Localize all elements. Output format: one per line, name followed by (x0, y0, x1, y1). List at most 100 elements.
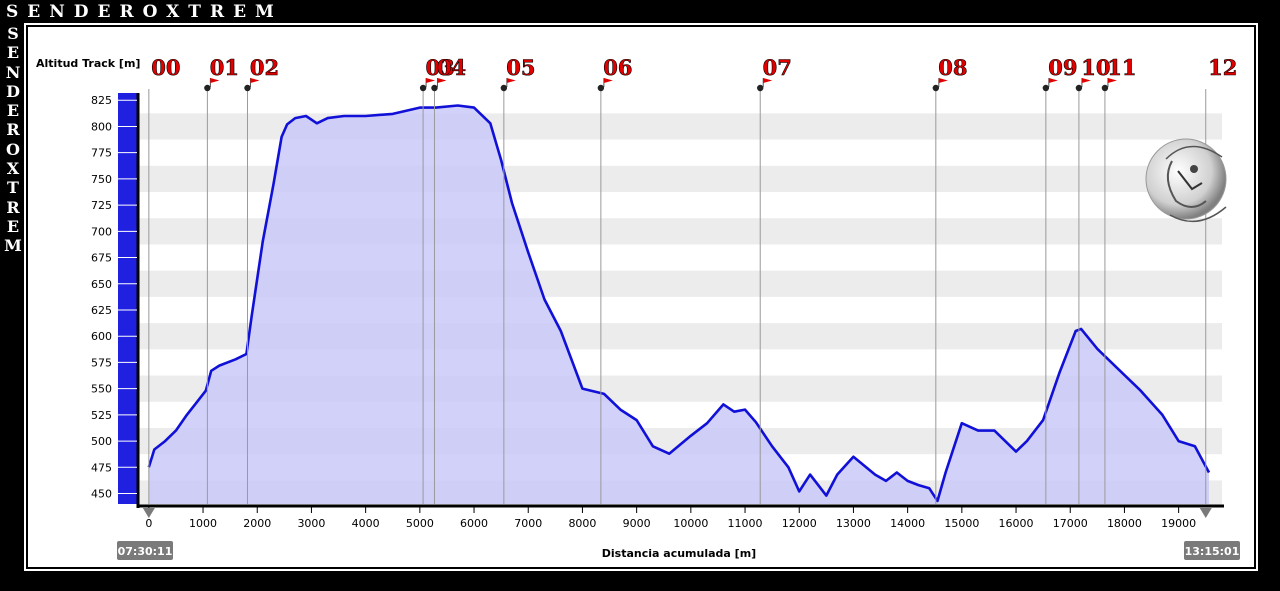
x-tick-label: 2000 (243, 517, 271, 530)
waypoint-dot (244, 84, 251, 92)
end-marker (1199, 508, 1212, 518)
x-tick-label: 19000 (1161, 517, 1196, 530)
brand-vertical-letter: R (6, 120, 20, 140)
x-tick-label: 18000 (1107, 517, 1142, 530)
waypoint-dot (1075, 84, 1083, 92)
senderoxtrem-logo (1145, 138, 1227, 223)
y-tick-label: 675 (91, 252, 112, 265)
waypoint-label: 04 (437, 55, 466, 80)
y-tick-label: 500 (91, 435, 112, 448)
y-tick-label: 525 (91, 409, 112, 422)
elevation-line (147, 104, 1211, 503)
waypoint-marker: 02 (244, 55, 279, 92)
waypoint-dot (597, 84, 605, 92)
waypoint-label: 11 (1107, 55, 1136, 80)
waypoint-marker: 05 (500, 55, 536, 92)
waypoint-label: 10 (1081, 55, 1110, 80)
waypoint-label: 06 (603, 55, 632, 80)
y-tick-label: 725 (91, 199, 112, 212)
waypoint-marker: 08 (932, 55, 968, 92)
waypoint-dot (1042, 84, 1050, 92)
waypoint-label: 09 (1048, 55, 1077, 80)
y-tick-label: 475 (91, 461, 112, 474)
altitude-color-scale (118, 93, 137, 504)
y-tick-label: 825 (91, 94, 112, 107)
x-tick-label: 10000 (673, 517, 708, 530)
y-tick-label: 575 (91, 356, 112, 369)
y-tick-label: 700 (91, 225, 112, 238)
x-tick-label: 16000 (999, 517, 1034, 530)
flag-icon (603, 78, 613, 83)
flag-icon (1107, 78, 1117, 83)
x-tick-label: 4000 (352, 517, 380, 530)
x-tick-label: 13000 (836, 517, 871, 530)
waypoint-dot (419, 84, 427, 92)
waypoint-marker: 04 (431, 55, 466, 92)
x-tick-label: 15000 (944, 517, 979, 530)
waypoint-dot (204, 84, 211, 92)
waypoint-marker: 03 (419, 55, 455, 92)
x-tick-label: 14000 (890, 517, 925, 530)
brand-vertical-letter: X (6, 159, 20, 179)
x-tick-label: 9000 (623, 517, 651, 530)
y-tick-label: 550 (91, 383, 112, 396)
brand-vertical-letter: D (6, 81, 20, 101)
brand-vertical-letter: M (4, 236, 22, 256)
x-tick-label: 12000 (782, 517, 817, 530)
y-tick-label: 450 (91, 488, 112, 501)
x-tick-label: 6000 (460, 517, 488, 530)
brand-vertical-letter: E (6, 43, 20, 63)
waypoint-label: 12 (1208, 55, 1237, 80)
flag-icon (763, 78, 773, 83)
flag-icon (1081, 78, 1091, 83)
x-tick-label: 3000 (297, 517, 325, 530)
y-tick-label: 800 (91, 120, 112, 133)
waypoint-dot (1101, 84, 1109, 92)
x-tick-label: 1000 (189, 517, 217, 530)
flag-icon (938, 78, 948, 83)
flag-icon (437, 78, 447, 83)
elevation-area (148, 105, 1209, 504)
brand-vertical-letter: O (6, 139, 20, 159)
end-time-label: 13:15:01 (1185, 545, 1240, 558)
flag-icon (506, 78, 516, 83)
waypoint-marker: 09 (1042, 55, 1078, 92)
waypoint-label: 03 (425, 55, 454, 80)
waypoint-label: 08 (938, 55, 967, 80)
waypoint-marker: 01 (204, 55, 239, 92)
waypoint-marker: 10 (1075, 55, 1111, 92)
waypoint-label: 02 (250, 55, 279, 80)
waypoint-label: 07 (763, 55, 792, 80)
x-tick-label: 0 (145, 517, 152, 530)
start-time-label: 07:30:11 (118, 545, 173, 558)
y-tick-label: 750 (91, 173, 112, 186)
waypoint-dot (757, 84, 764, 92)
y-axis-label: Altitud Track [m] (36, 57, 140, 70)
x-tick-label: 7000 (514, 517, 542, 530)
x-tick-label: 5000 (406, 517, 434, 530)
y-tick-label: 650 (91, 278, 112, 291)
flag-icon (426, 78, 436, 83)
end-time-badge: 13:15:01 (1184, 541, 1240, 560)
waypoint-marker: 07 (757, 55, 792, 92)
waypoint-dot (500, 84, 508, 92)
brand-vertical-letter: E (6, 216, 20, 236)
brand-vertical-letter: N (5, 62, 21, 82)
flag-icon (250, 78, 260, 83)
brand-vertical-letter: T (7, 178, 19, 198)
brand-vertical-letter: S (7, 24, 19, 43)
elevation-profile-chart: 450 475 500 525 550 575 600 625 650 675 700 725 750 7… (36, 55, 1240, 560)
flag-icon (1048, 78, 1058, 83)
waypoint-marker: 12 (1208, 55, 1238, 81)
chart-frame: 450 475 500 525 550 575 600 625 650 675 700 725 750 7… (26, 25, 1256, 569)
flag-icon (210, 78, 220, 83)
brand-vertical-letter: E (6, 101, 20, 121)
x-axis-label: Distancia acumulada [m] (602, 547, 756, 560)
waypoint-marker: 11 (1101, 55, 1137, 92)
x-tick-label: 17000 (1053, 517, 1088, 530)
waypoint-label: 00 (151, 55, 180, 80)
waypoint-marker: 00 (151, 55, 181, 81)
y-tick-label: 625 (91, 304, 112, 317)
waypoint-marker: 06 (597, 55, 633, 92)
brand-wordmark-top: SENDEROXTREM (6, 2, 283, 22)
